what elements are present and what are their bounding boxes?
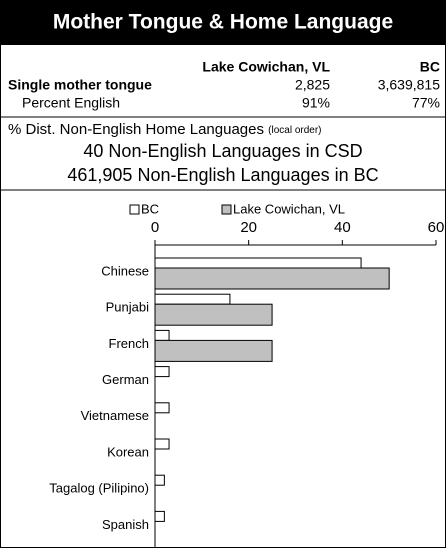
bar [154,339,273,362]
cell: 3,639,815 [378,77,440,93]
info-line: 40 Non-English Languages in CSD [83,141,362,161]
category-label: Chinese [101,263,149,278]
title-band [0,0,446,45]
row-label: Single mother tongue [8,77,152,93]
row-label: Percent English [22,95,120,111]
legend-swatch [129,204,140,215]
legend-label: BC [141,201,159,216]
x-tick-label: 60 [428,219,445,236]
category-label: Punjabi [106,300,149,315]
cell: 91% [302,95,330,111]
category-label: Tagalog (Pilipino) [49,481,149,496]
info-heading: % Dist. Non-English Home Languages (loca… [8,121,322,138]
bar [154,474,165,486]
legend-swatch [221,204,232,215]
x-tick-label: 40 [334,219,351,236]
col-header: Lake Cowichan, VL [202,59,330,75]
bar [154,293,231,305]
bar [154,438,170,450]
bar [154,303,273,326]
category-label: Vietnamese [81,408,149,423]
category-label: French [109,336,149,351]
cell: 77% [412,95,440,111]
bar [154,257,362,269]
category-label: Korean [107,444,149,459]
chart: BC Lake Cowichan, VL 0 20 40 60 Chinese Punjabi… [49,201,444,548]
bar [154,510,165,522]
note: (local order) [268,125,321,136]
category-label: Spanish [102,517,149,532]
info-line: 461,905 Non-English Languages in BC [67,165,378,185]
title: Mother Tongue & Home Language [53,11,393,34]
bar [154,402,170,414]
bar [154,267,390,290]
category-label: German [102,372,149,387]
x-tick-label: 20 [240,219,257,236]
col-header: BC [420,59,440,75]
legend-label: Lake Cowichan, VL [233,201,345,216]
heading: % Dist. Non-English Home Languages [8,121,264,138]
cell: 2,825 [295,77,330,93]
bar [154,329,170,341]
x-tick-label: 0 [151,219,159,236]
bar [154,366,170,378]
